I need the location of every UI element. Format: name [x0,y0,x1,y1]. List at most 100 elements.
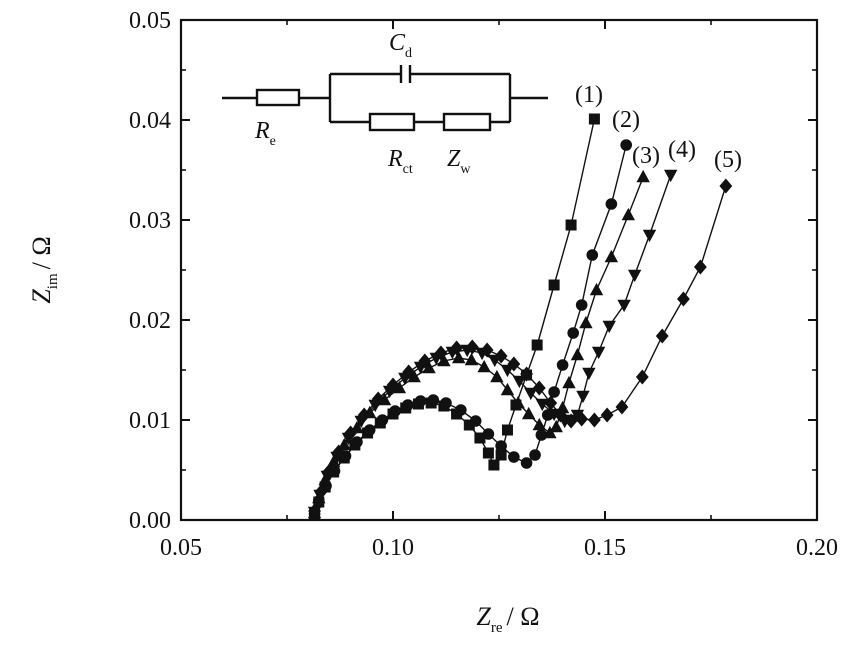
data-point-circle [427,394,440,406]
data-point-circle [520,457,533,469]
y-axis-title-unit: / Ω [27,236,56,269]
y-axis: 0.00 0.01 0.02 0.03 0.04 0.05 [129,8,817,534]
equivalent-circuit-inset [222,65,548,132]
label-rct-main: R [387,146,403,172]
data-point-triangle-up [490,369,504,383]
data-point-triangle-up [511,395,525,409]
data-point-triangle-down [627,269,642,283]
data-point-diamond [480,342,494,358]
data-point-triangle-up [521,406,536,420]
data-point-diamond [588,412,601,428]
data-point-circle [440,397,452,409]
x-tick-label: 0.15 [584,535,626,561]
series-label-3: (3) [632,143,660,169]
x-tick-label: 0.20 [796,535,838,561]
y-axis-title: Zim / Ω [27,236,61,303]
series-label-4: (4) [668,137,696,163]
label-re: Re [254,118,276,149]
resistor-re [255,88,301,107]
y-tick-label: 0.00 [129,508,171,534]
label-zw: Zw [447,146,471,177]
data-point-triangle-up [604,249,619,263]
resistor-rct [368,112,416,132]
series-3 [307,169,650,519]
data-point-triangle-up [562,375,576,389]
data-point-diamond [357,407,371,423]
series-label-2: (2) [612,107,640,133]
series-line-5 [313,185,727,512]
data-point-square [588,113,600,125]
data-point-circle [529,449,541,461]
data-point-diamond [314,484,328,500]
data-point-triangle-up [636,169,650,183]
y-tick-label: 0.04 [129,108,171,134]
data-point-diamond [564,413,578,429]
data-point-circle [414,395,427,407]
series-layer [307,113,733,521]
data-point-circle [482,428,495,440]
data-point-triangle-up [452,350,466,364]
data-point-circle [548,386,560,398]
series-label-1: (1) [575,82,603,108]
data-point-triangle-down [642,229,657,243]
label-rct: Rct [387,146,413,177]
label-cdl: Cd [389,30,412,61]
data-point-circle [495,440,507,452]
data-point-diamond [386,377,400,393]
data-point-diamond [322,464,335,480]
data-point-triangle-up [477,359,491,373]
data-point-diamond [332,444,346,460]
data-point-circle [605,198,618,210]
x-axis: 0.05 0.10 0.15 0.20 [160,20,838,561]
label-rct-sub: ct [403,162,413,177]
label-re-sub: e [270,134,276,149]
y-axis-title-main: Z [27,289,56,304]
data-point-triangle-down [576,390,590,404]
data-point-circle [376,414,389,426]
data-point-diamond [344,425,357,441]
data-point-diamond [544,395,558,411]
label-cdl-main: C [389,30,406,56]
series-line-1 [313,118,596,516]
data-point-circle [575,299,588,311]
data-point-circle [389,405,401,417]
warburg-element [442,112,492,132]
label-re-main: R [254,118,270,144]
x-axis-title-main: Z [476,602,491,631]
data-point-circle [363,424,376,436]
data-point-square [501,424,513,436]
label-zw-main: Z [447,146,461,172]
label-zw-sub: w [460,162,471,177]
data-point-triangle-down [617,299,631,313]
x-tick-label: 0.10 [372,535,414,561]
series-5 [308,178,733,519]
y-tick-label: 0.01 [129,408,171,434]
series-line-3 [313,176,644,514]
data-point-diamond [402,364,416,380]
data-point-triangle-down [524,387,538,401]
data-point-diamond [494,348,508,364]
data-point-diamond [719,178,733,194]
y-tick-label: 0.02 [129,308,171,334]
data-point-diamond [465,339,479,355]
data-point-diamond [615,399,629,415]
data-point-circle [567,327,580,339]
data-point-circle [351,436,363,448]
series-line-2 [313,144,627,515]
data-point-circle [620,139,633,151]
data-point-triangle-up [500,382,515,396]
x-axis-title-unit: / Ω [507,602,540,631]
data-point-triangle-down [512,375,527,389]
data-point-triangle-up [422,360,436,374]
y-axis-title-sub: im [45,273,61,289]
data-point-triangle-up [579,315,593,329]
data-point-square [482,447,494,459]
data-point-triangle-down [591,346,606,360]
data-point-diamond [520,366,533,382]
data-point-diamond [507,356,521,372]
data-point-triangle-down [602,320,616,334]
data-point-circle [469,415,482,427]
data-point-triangle-down [500,364,515,378]
data-point-triangle-up [589,282,604,296]
data-point-circle [402,399,414,411]
